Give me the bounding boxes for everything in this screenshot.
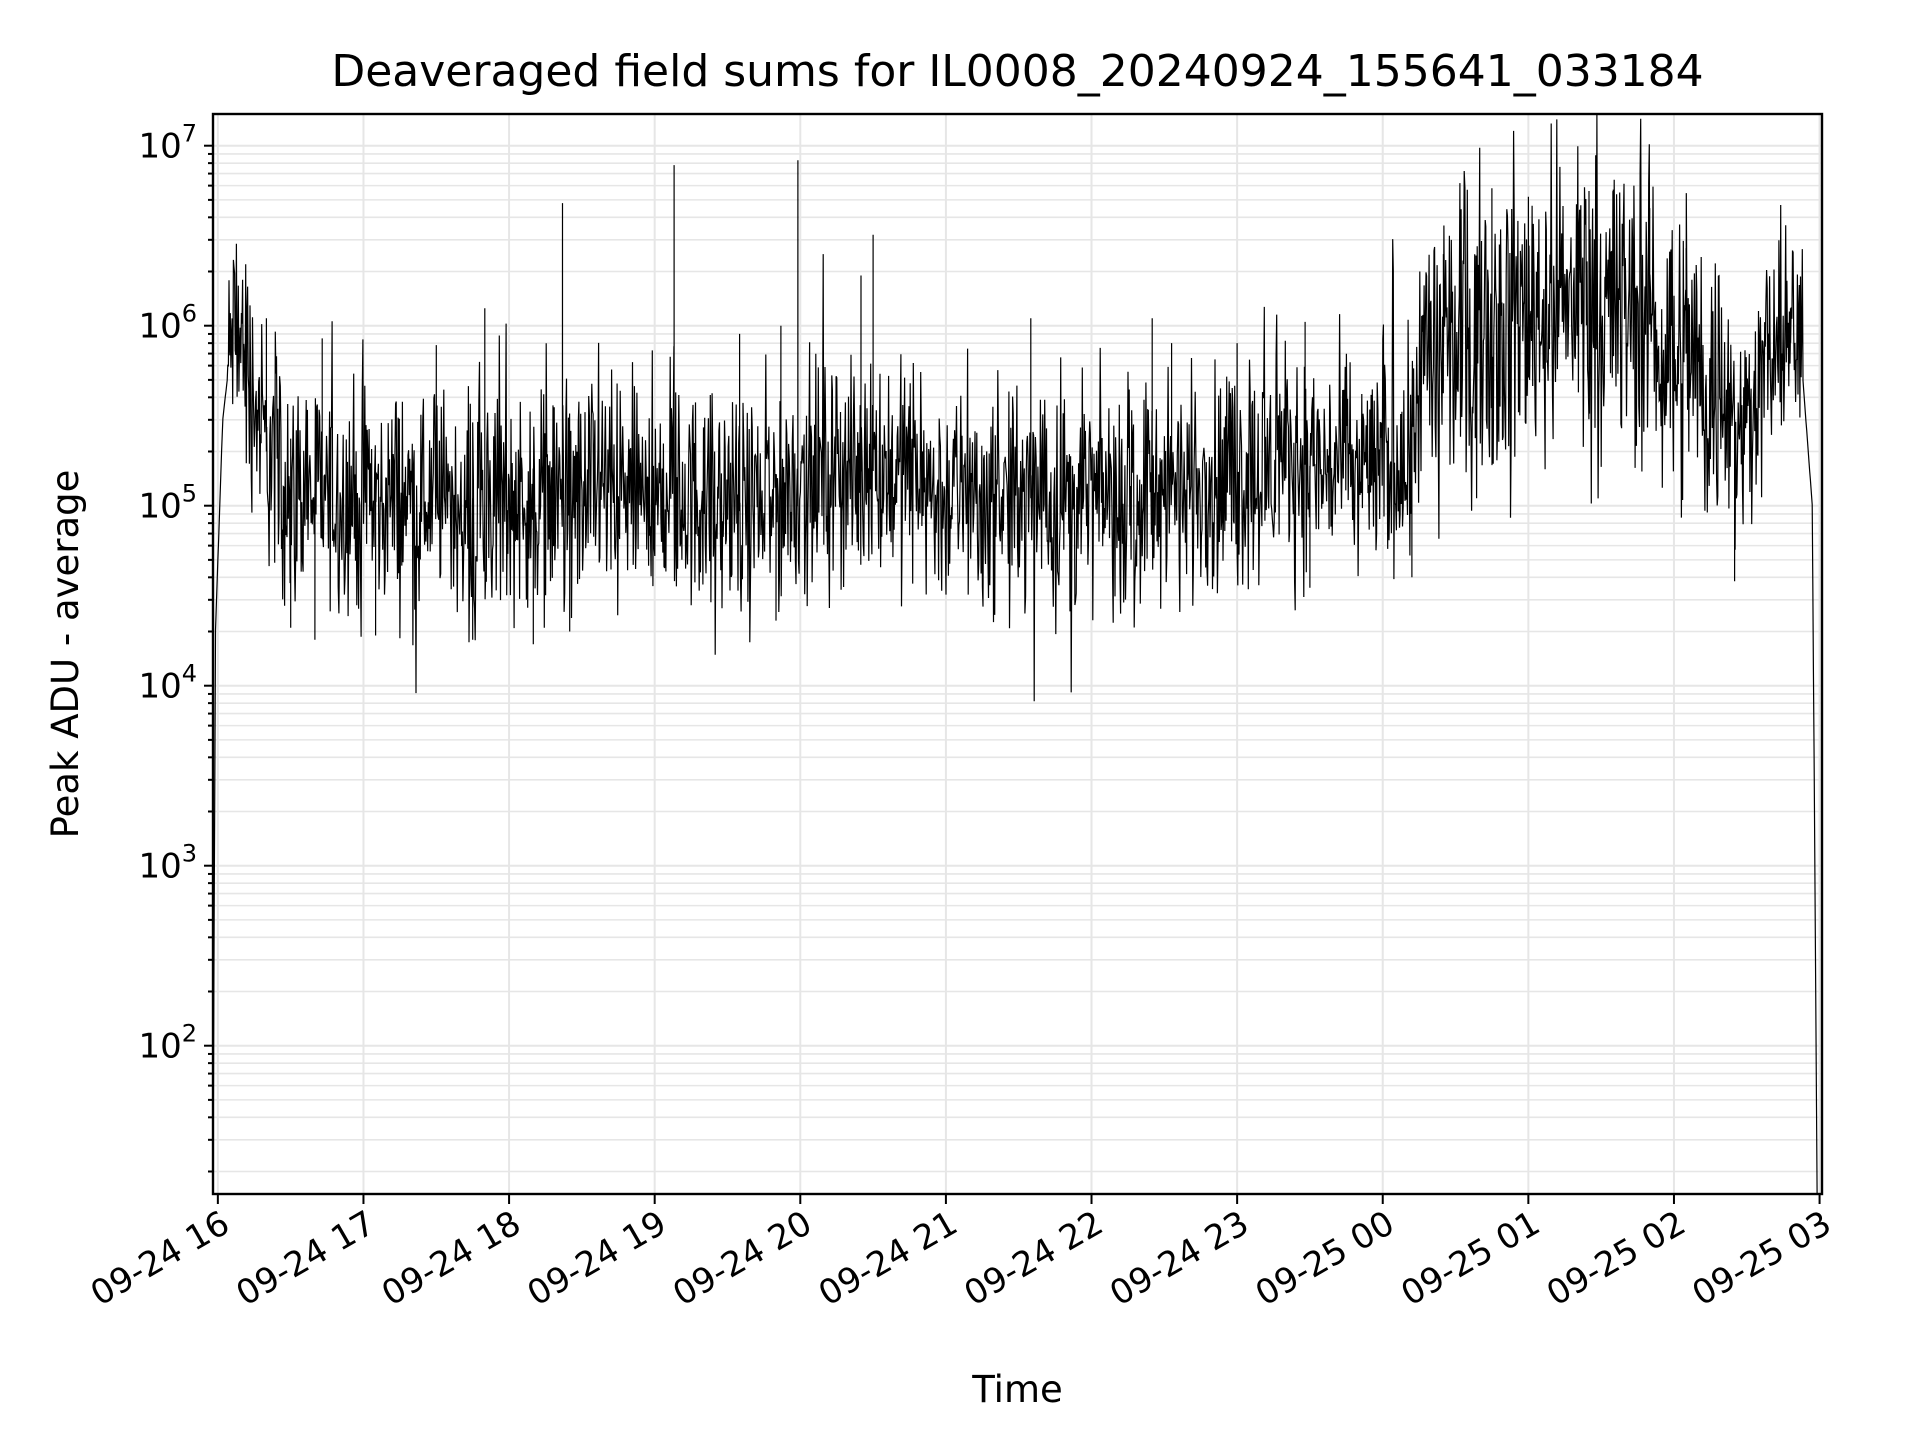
y-tick-exponent: 6	[182, 300, 197, 328]
y-tick-label: 103	[138, 840, 197, 887]
y-tick-base: 10	[138, 307, 181, 347]
y-tick-label: 107	[138, 120, 197, 167]
x-tick-label: 09-24 22	[958, 1203, 1110, 1314]
x-tick-label: 09-24 20	[666, 1203, 818, 1314]
chart-title: Deaveraged field sums for IL0008_2024092…	[331, 46, 1703, 97]
y-tick-base: 10	[138, 847, 181, 887]
y-tick-label: 102	[138, 1020, 197, 1067]
y-tick-exponent: 4	[182, 660, 197, 688]
y-tick-label: 106	[138, 300, 197, 347]
x-tick-label: 09-24 23	[1103, 1203, 1255, 1314]
y-tick-label: 104	[138, 660, 197, 707]
x-tick-label: 09-24 17	[230, 1203, 382, 1314]
y-tick-exponent: 2	[182, 1020, 197, 1048]
y-tick-exponent: 7	[182, 120, 197, 148]
x-tick-label: 09-25 02	[1540, 1203, 1692, 1314]
x-tick-label: 09-25 00	[1249, 1203, 1401, 1314]
y-tick-exponent: 3	[182, 840, 197, 868]
x-tick-label: 09-24 16	[84, 1203, 236, 1314]
x-tick-label: 09-24 21	[812, 1203, 964, 1314]
y-tick-base: 10	[138, 667, 181, 707]
y-tick-base: 10	[138, 1027, 181, 1067]
y-axis-label: Peak ADU - average	[44, 470, 87, 839]
y-tick-exponent: 5	[182, 480, 197, 508]
y-tick-base: 10	[138, 127, 181, 167]
y-tick-label: 105	[138, 480, 197, 527]
plot-frame	[211, 112, 1824, 1196]
x-axis-label: Time	[971, 1368, 1063, 1411]
x-tick-label: 09-25 01	[1394, 1203, 1546, 1314]
x-tick-label: 09-25 03	[1686, 1203, 1838, 1314]
x-tick-label: 09-24 19	[521, 1203, 673, 1314]
y-tick-base: 10	[138, 487, 181, 527]
x-tick-label: 09-24 18	[375, 1203, 527, 1314]
series-line	[212, 113, 1818, 1195]
